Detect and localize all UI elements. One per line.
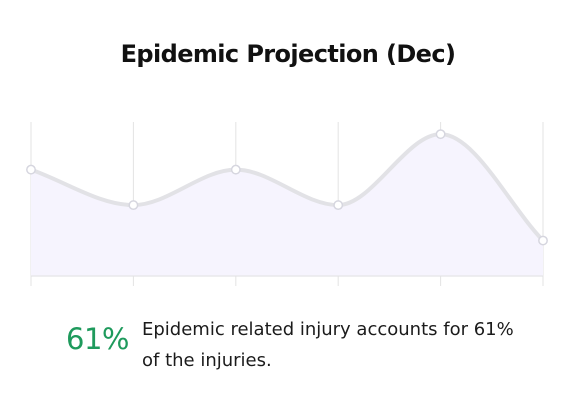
data-point [230, 164, 241, 175]
stat-description: Epidemic related injury accounts for 61%… [142, 319, 514, 371]
chart-title: Epidemic Projection (Dec) [120, 40, 456, 68]
data-point [538, 235, 548, 246]
area-chart [26, 122, 548, 286]
data-point [435, 129, 446, 140]
data-point [26, 164, 36, 175]
stat-percentage: 61% [66, 322, 129, 356]
data-points [26, 129, 548, 246]
data-point [333, 200, 344, 211]
data-point [128, 200, 139, 211]
series-area [31, 134, 543, 276]
x-axis-ticks [30, 276, 544, 286]
